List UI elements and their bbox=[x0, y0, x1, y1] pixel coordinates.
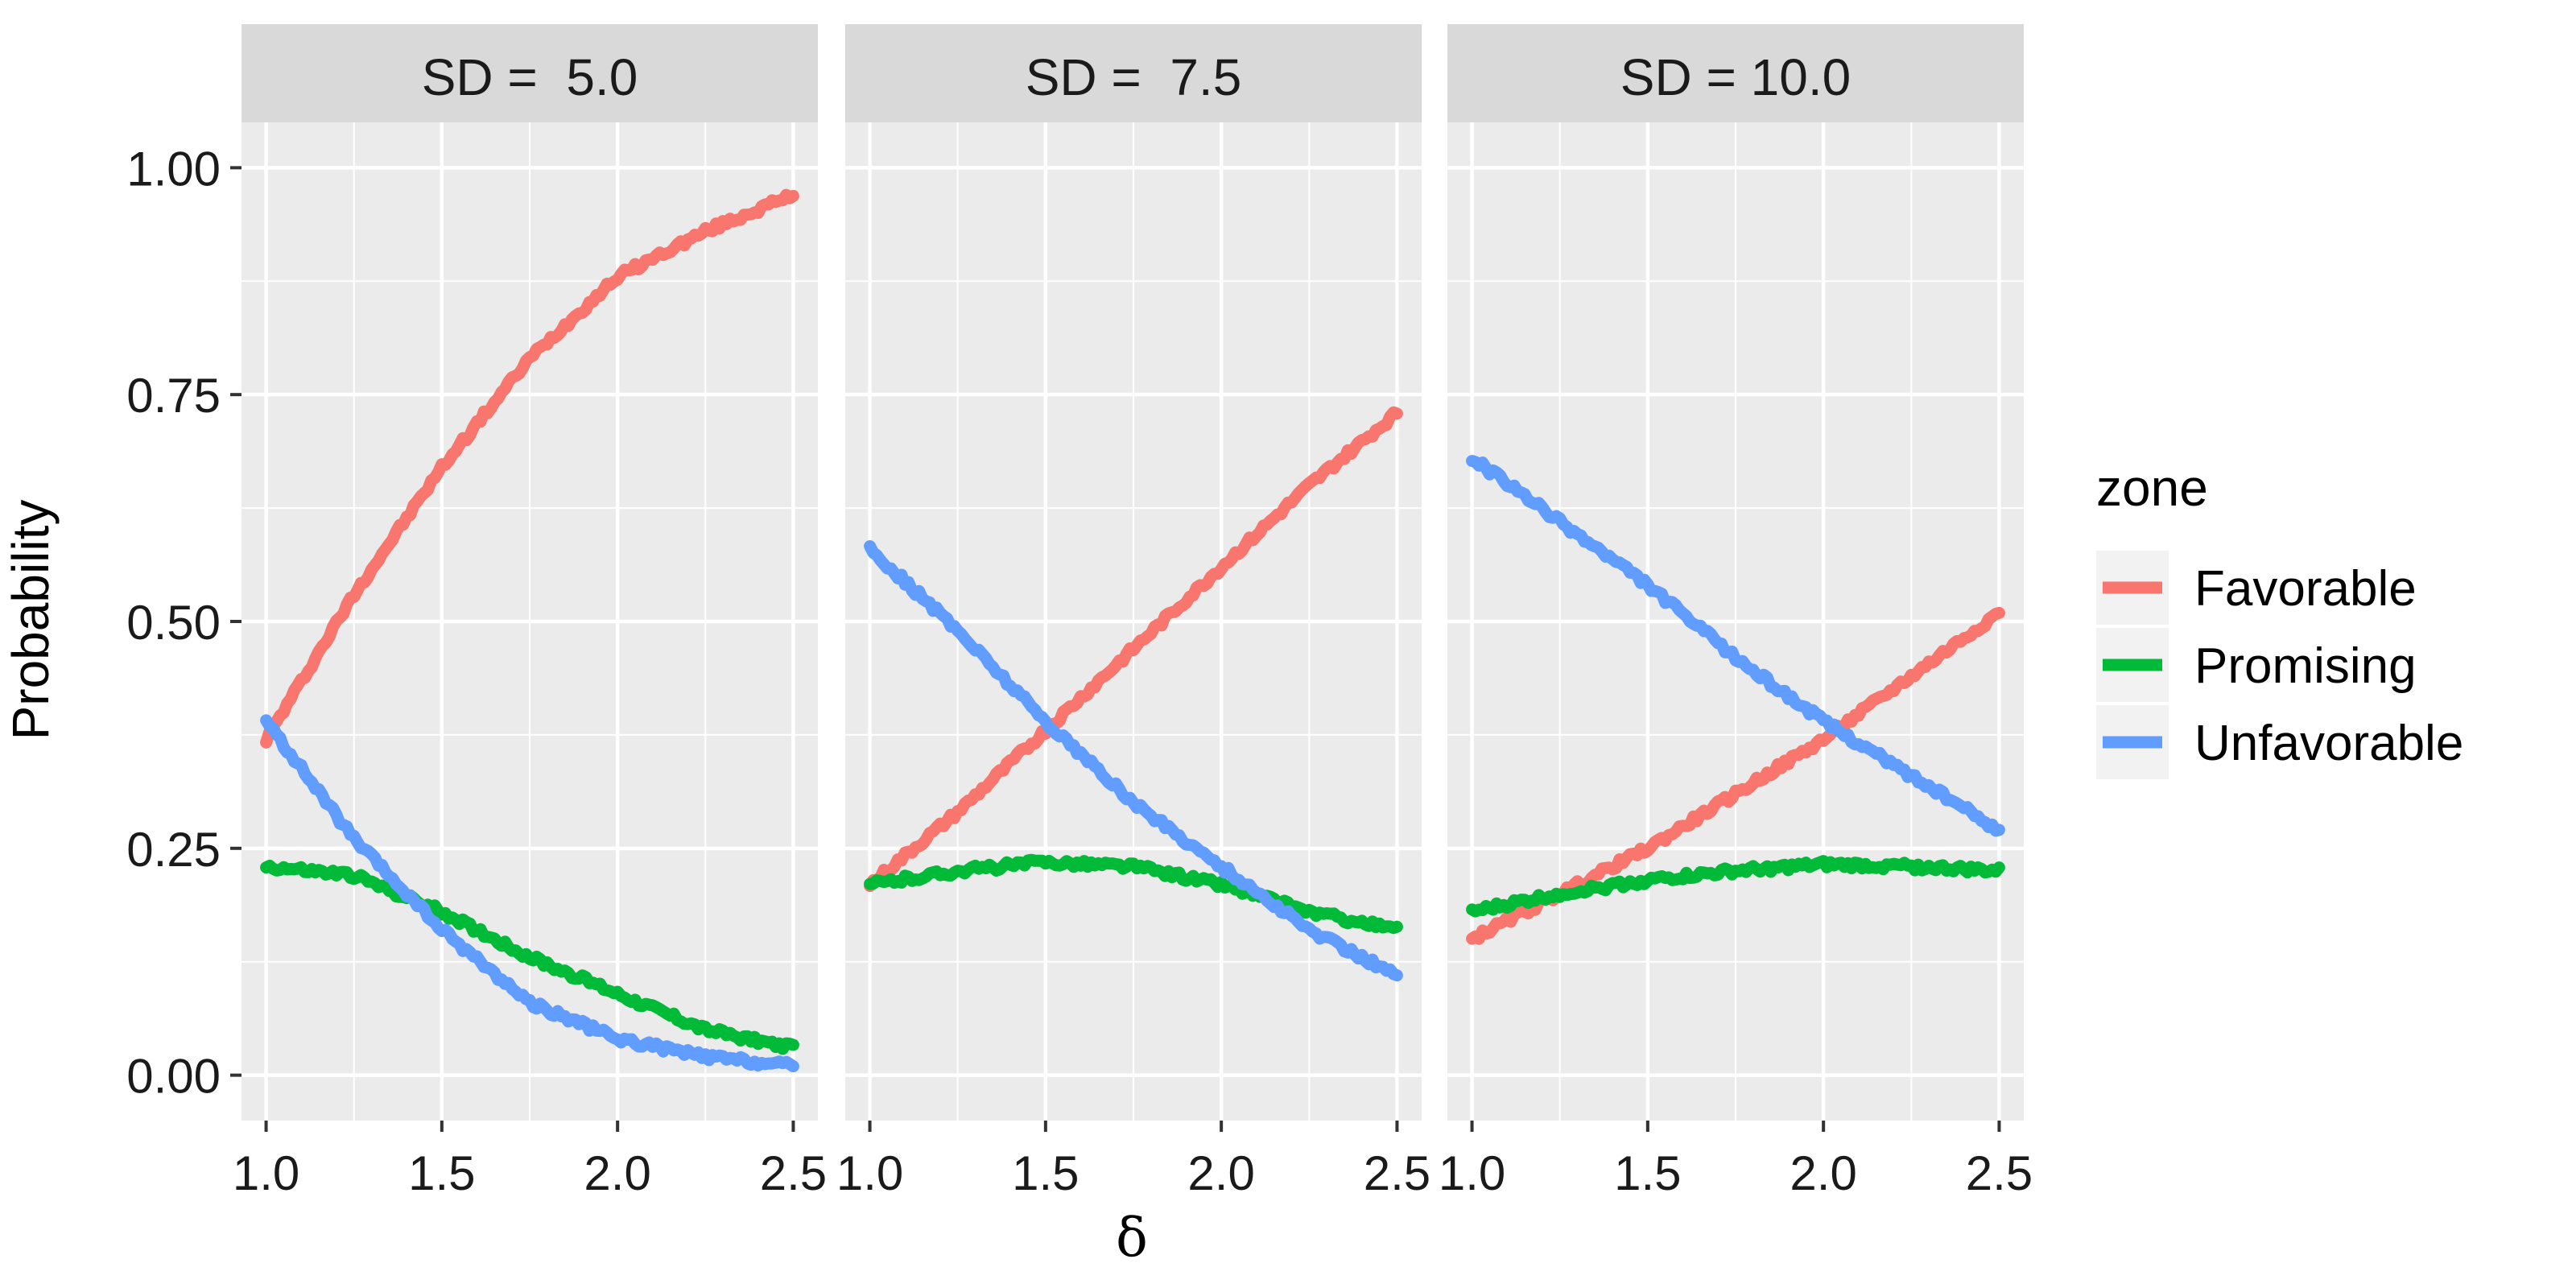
facet-panel-3: SD = 10.0 1.0 1.5 2.0 2.5 bbox=[1439, 24, 2033, 1200]
facet-strip bbox=[1447, 24, 2024, 122]
series-line-promising bbox=[864, 853, 1403, 935]
x-tick-label: 1.0 bbox=[233, 1146, 299, 1200]
x-tick-label: 2.0 bbox=[584, 1146, 650, 1200]
x-tick-label: 1.0 bbox=[1439, 1146, 1505, 1200]
series-line-favorable bbox=[864, 406, 1403, 893]
facet-strip bbox=[242, 24, 818, 122]
series-line-promising bbox=[260, 860, 799, 1055]
x-tick-label: 2.5 bbox=[1966, 1146, 2033, 1200]
legend-item-promising: Promising bbox=[2096, 628, 2417, 702]
y-axis: 0.00 0.25 0.50 0.75 1.00 bbox=[126, 142, 242, 1104]
facet-strip-label: SD = 10.0 bbox=[1620, 48, 1851, 106]
x-tick-label: 1.5 bbox=[1012, 1146, 1079, 1200]
x-tick-label: 2.0 bbox=[1187, 1146, 1254, 1200]
legend-label: Favorable bbox=[2194, 561, 2417, 617]
y-axis-title: Probability bbox=[2, 500, 60, 741]
series-line-unfavorable bbox=[260, 714, 799, 1073]
y-tick-label: 0.75 bbox=[126, 369, 221, 423]
y-tick-label: 1.00 bbox=[126, 142, 221, 196]
legend-item-favorable: Favorable bbox=[2096, 551, 2417, 625]
legend-label: Unfavorable bbox=[2194, 716, 2463, 771]
facet-strip-label: SD = 7.5 bbox=[1026, 48, 1242, 106]
legend: zone Favorable Promising Unfavorable bbox=[2096, 459, 2463, 779]
x-tick-label: 2.0 bbox=[1790, 1146, 1856, 1200]
series-line-unfavorable bbox=[864, 540, 1403, 982]
x-tick-label: 1.5 bbox=[408, 1146, 475, 1200]
y-tick-label: 0.00 bbox=[126, 1050, 221, 1104]
facet-strip bbox=[845, 24, 1422, 122]
y-tick-label: 0.50 bbox=[126, 596, 221, 650]
series-line-favorable bbox=[260, 188, 799, 749]
legend-title: zone bbox=[2096, 459, 2208, 517]
y-tick-label: 0.25 bbox=[126, 823, 221, 877]
facet-strip-label: SD = 5.0 bbox=[422, 48, 638, 106]
facet-panel-1: SD = 5.0 1.0 1.5 2.0 2.5 bbox=[233, 24, 827, 1200]
facet-panels: SD = 5.0 1.0 1.5 2.0 2.5 SD = 7.5 1.0 1.5 2.0 2.5… bbox=[233, 24, 2033, 1200]
x-tick-label: 1.0 bbox=[836, 1146, 903, 1200]
facet-panel-2: SD = 7.5 1.0 1.5 2.0 2.5 bbox=[836, 24, 1430, 1200]
x-tick-label: 2.5 bbox=[1364, 1146, 1430, 1200]
series-line-unfavorable bbox=[1466, 455, 2005, 837]
x-tick-label: 1.5 bbox=[1614, 1146, 1681, 1200]
x-axis-title: δ bbox=[1116, 1207, 1148, 1269]
series-line-promising bbox=[1466, 855, 2005, 918]
legend-label: Promising bbox=[2194, 638, 2417, 694]
legend-item-unfavorable: Unfavorable bbox=[2096, 705, 2463, 779]
x-tick-label: 2.5 bbox=[760, 1146, 827, 1200]
